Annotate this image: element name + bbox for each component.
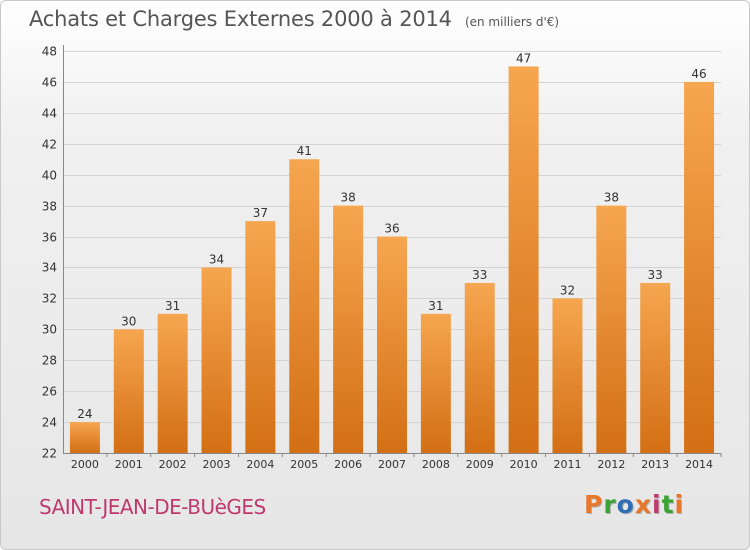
bar-value-label: 31 bbox=[428, 299, 443, 313]
chart-title: Achats et Charges Externes 2000 à 2014 bbox=[29, 7, 452, 31]
bar-value-label: 38 bbox=[340, 191, 355, 205]
bar-value-label: 47 bbox=[516, 51, 531, 65]
y-tick-label: 22 bbox=[42, 447, 57, 461]
bar bbox=[113, 329, 144, 453]
bar bbox=[684, 81, 715, 453]
x-tick-label: 2003 bbox=[203, 458, 231, 471]
bar-value-label: 46 bbox=[691, 67, 706, 81]
bar-value-label: 24 bbox=[77, 407, 92, 421]
bar-value-label: 38 bbox=[604, 191, 619, 205]
bar bbox=[464, 282, 495, 453]
logo-letter: i bbox=[674, 490, 685, 519]
bar bbox=[157, 313, 188, 453]
bar-value-label: 34 bbox=[209, 252, 224, 266]
y-tick-label: 30 bbox=[42, 323, 57, 337]
bar bbox=[596, 205, 627, 453]
x-tick-label: 2012 bbox=[597, 458, 625, 471]
y-tick-label: 48 bbox=[42, 45, 57, 59]
x-tick-label: 2013 bbox=[641, 458, 669, 471]
proxiti-logo: Proxiti bbox=[584, 490, 684, 519]
bar bbox=[508, 66, 539, 453]
x-tick-label: 2011 bbox=[553, 458, 581, 471]
y-tick-label: 44 bbox=[42, 107, 57, 121]
logo-letter: x bbox=[634, 490, 652, 519]
chart-title-block: Achats et Charges Externes 2000 à 2014 (… bbox=[29, 7, 559, 31]
logo-letter: o bbox=[616, 490, 635, 519]
x-tick-label: 2004 bbox=[246, 458, 274, 471]
x-tick-label: 2002 bbox=[159, 458, 187, 471]
bar bbox=[69, 422, 100, 453]
bar-value-label: 33 bbox=[472, 268, 487, 282]
bar-value-label: 31 bbox=[165, 299, 180, 313]
y-tick-label: 34 bbox=[42, 261, 57, 275]
logo-letter: P bbox=[584, 490, 604, 519]
bar bbox=[640, 282, 671, 453]
y-tick-label: 24 bbox=[42, 416, 57, 430]
x-tick-label: 2014 bbox=[685, 458, 713, 471]
place-name: SAINT-JEAN-DE-BUèGES bbox=[39, 495, 266, 519]
bar bbox=[289, 159, 320, 453]
x-tick-label: 2007 bbox=[378, 458, 406, 471]
logo-letter: t bbox=[661, 490, 675, 519]
bar bbox=[245, 221, 276, 453]
chart-unit: (en milliers d'€) bbox=[464, 15, 560, 29]
x-tick-label: 2000 bbox=[71, 458, 99, 471]
bar-value-label: 36 bbox=[384, 222, 399, 236]
x-tick-label: 2010 bbox=[510, 458, 538, 471]
y-tick-label: 38 bbox=[42, 200, 57, 214]
y-tick-label: 28 bbox=[42, 354, 57, 368]
logo-letter: r bbox=[603, 490, 617, 519]
bar-value-label: 30 bbox=[121, 314, 136, 328]
bar-value-label: 37 bbox=[253, 206, 268, 220]
x-tick-label: 2006 bbox=[334, 458, 362, 471]
logo-letter: i bbox=[652, 490, 662, 519]
y-tick-label: 42 bbox=[42, 138, 57, 152]
y-tick-label: 40 bbox=[42, 169, 57, 183]
bar-value-label: 41 bbox=[297, 144, 312, 158]
bars: 24 30 31 34 37 41 38 36 31 33 47 32 38 33 46 bbox=[69, 51, 715, 453]
bar bbox=[377, 236, 407, 453]
bar-value-label: 33 bbox=[648, 268, 663, 282]
bar bbox=[420, 313, 451, 453]
bar bbox=[552, 298, 583, 453]
y-tick-label: 36 bbox=[42, 231, 57, 245]
x-tick-label: 2008 bbox=[422, 458, 450, 471]
bar-value-label: 32 bbox=[560, 283, 575, 297]
axes: 22 24 26 28 30 32 34 36 38 40 42 44 46 48 2000 2001 2002… bbox=[42, 45, 722, 471]
y-tick-label: 46 bbox=[42, 76, 57, 90]
x-tick-label: 2005 bbox=[290, 458, 318, 471]
x-tick-label: 2001 bbox=[115, 458, 143, 471]
x-tick-label: 2009 bbox=[466, 458, 494, 471]
bar bbox=[333, 205, 364, 453]
bar bbox=[201, 267, 232, 453]
y-tick-label: 26 bbox=[42, 385, 57, 399]
y-tick-label: 32 bbox=[42, 292, 57, 306]
